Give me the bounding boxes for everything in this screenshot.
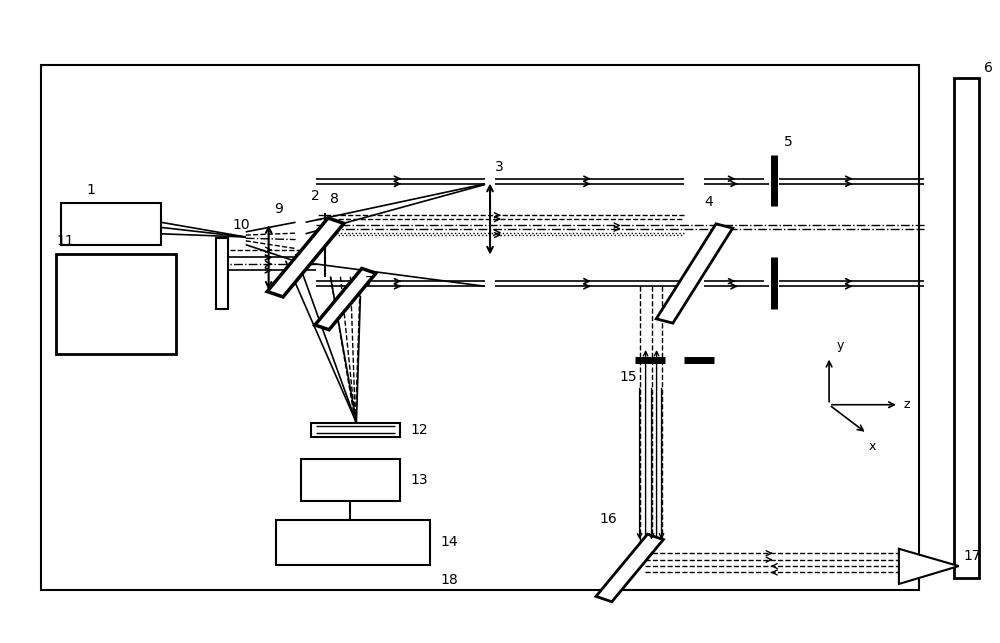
Bar <box>216 239 228 309</box>
Text: 6: 6 <box>984 61 993 75</box>
Text: 2: 2 <box>311 189 319 203</box>
Bar <box>56 254 176 354</box>
Text: 4: 4 <box>704 195 713 210</box>
Text: 15: 15 <box>620 370 637 383</box>
Text: 18: 18 <box>440 573 458 587</box>
Text: x: x <box>869 440 876 453</box>
Polygon shape <box>596 534 663 602</box>
Polygon shape <box>267 218 344 297</box>
Text: 17: 17 <box>964 549 981 563</box>
Bar <box>311 422 400 437</box>
Polygon shape <box>899 548 959 584</box>
Text: 16: 16 <box>600 512 617 527</box>
Text: 9: 9 <box>274 202 283 216</box>
Bar <box>41 66 919 590</box>
Text: 7: 7 <box>365 275 374 289</box>
Text: y: y <box>837 340 844 352</box>
Bar <box>276 520 430 565</box>
Text: z: z <box>904 398 910 412</box>
Text: 10: 10 <box>233 218 250 232</box>
Text: 14: 14 <box>440 536 458 549</box>
Text: 5: 5 <box>784 134 793 149</box>
Polygon shape <box>315 268 376 330</box>
Text: 1: 1 <box>87 183 96 197</box>
Bar <box>61 203 161 245</box>
Text: 8: 8 <box>330 192 339 206</box>
Text: 11: 11 <box>56 234 74 248</box>
Text: 13: 13 <box>410 473 428 487</box>
Text: 12: 12 <box>410 422 428 437</box>
Text: 3: 3 <box>495 160 504 174</box>
Polygon shape <box>656 224 733 323</box>
Bar <box>301 459 400 501</box>
Bar <box>954 78 979 577</box>
